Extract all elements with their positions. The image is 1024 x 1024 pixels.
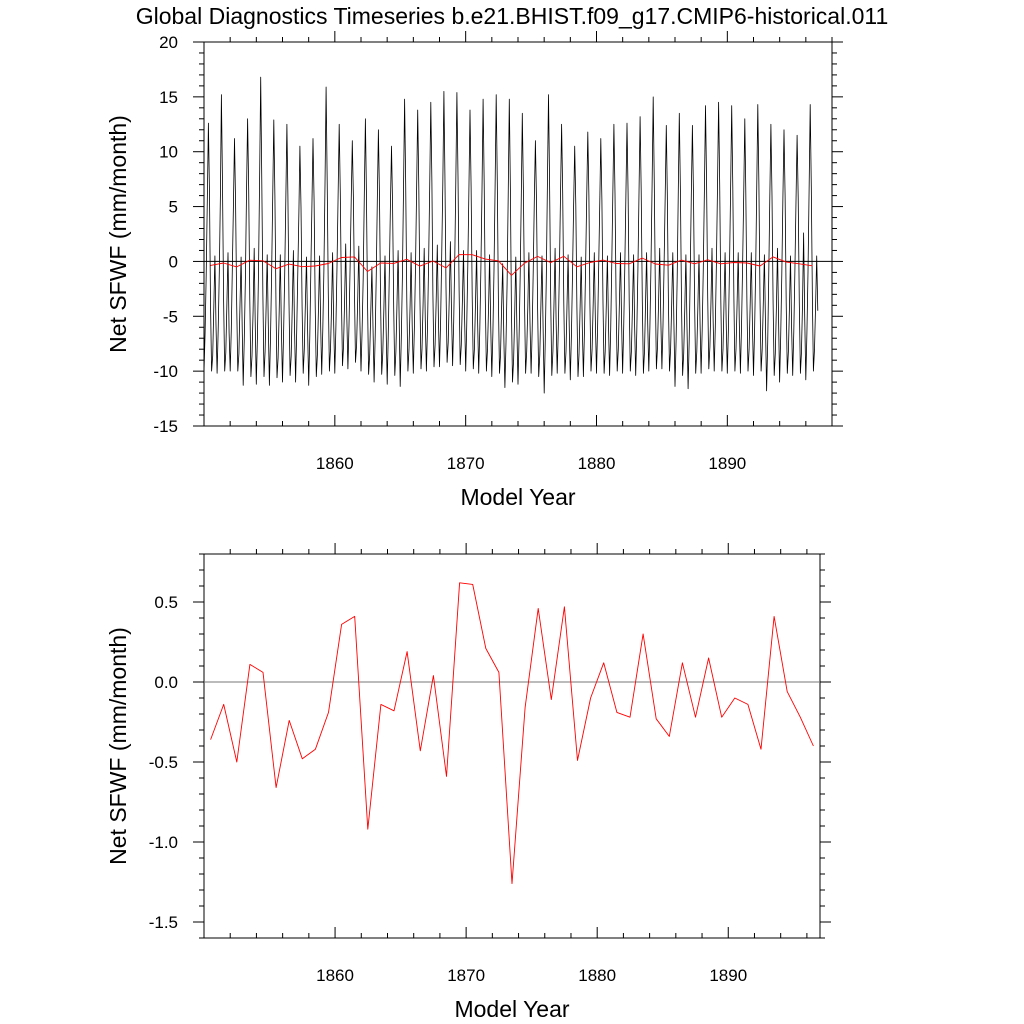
top-y-tick-label: 10: [159, 143, 178, 162]
top-y-tick-label: 0: [169, 252, 178, 271]
figure-title: Global Diagnostics Timeseries b.e21.BHIS…: [136, 3, 889, 29]
bottom-y-tick-label: 0.5: [154, 593, 178, 612]
bottom-x-axis-label: Model Year: [454, 996, 569, 1022]
top-x-tick-label: 1860: [316, 454, 354, 473]
top-annual-series-line: [210, 254, 813, 276]
bottom-x-tick-label: 1880: [578, 966, 616, 985]
bottom-y-tick-label: 0.0: [154, 673, 178, 692]
top-x-tick-label: 1870: [447, 454, 485, 473]
top-y-tick-label: -10: [153, 362, 178, 381]
bottom-y-tick-label: -0.5: [149, 753, 178, 772]
top-y-axis-label: Net SFWF (mm/month): [105, 115, 131, 353]
top-x-tick-label: 1890: [708, 454, 746, 473]
top-y-tick-label: -5: [163, 307, 178, 326]
top-x-axis-label: Model Year: [460, 484, 575, 510]
top-y-tick-label: 15: [159, 88, 178, 107]
bottom-panel: Model Year Net SFWF (mm/month) 1860 1870 1…: [105, 543, 831, 1022]
top-x-tick-label: 1880: [578, 454, 616, 473]
top-y-tick-label: 5: [169, 198, 178, 217]
top-panel: Model Year Net SFWF (mm/month) 1860 1870 1…: [105, 31, 843, 510]
bottom-y-axis-label: Net SFWF (mm/month): [105, 627, 131, 865]
bottom-y-tick-label: -1.0: [149, 833, 178, 852]
top-monthly-series-line: [203, 76, 819, 394]
bottom-x-tick-label: 1870: [447, 966, 485, 985]
bottom-annual-series-line: [210, 582, 814, 885]
bottom-x-tick-label: 1890: [709, 966, 747, 985]
bottom-y-tick-label: -1.5: [149, 913, 178, 932]
bottom-x-tick-label: 1860: [316, 966, 354, 985]
top-y-tick-label: 20: [159, 33, 178, 52]
top-y-tick-label: -15: [153, 417, 178, 436]
